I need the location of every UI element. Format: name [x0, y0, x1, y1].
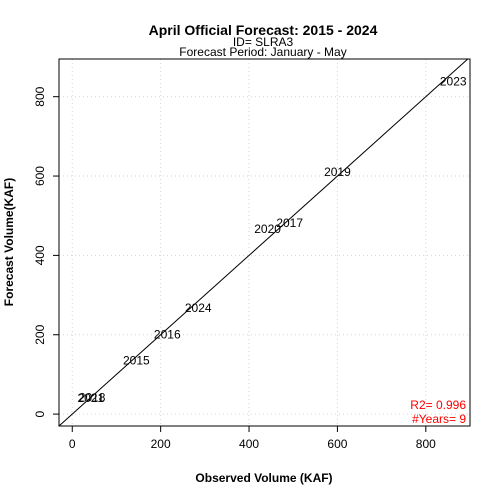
grid-lines [59, 59, 470, 426]
data-point-2018: 2018 [79, 390, 106, 404]
y-axis-title: Forecast Volume(KAF) [2, 178, 16, 306]
data-point-2021: 2021 [77, 391, 104, 405]
data-point-2017: 2017 [276, 216, 303, 230]
data-point-2015: 2015 [123, 354, 150, 368]
x-axis-ticks: 0 200 400 600 800 [69, 426, 436, 451]
data-point-2024: 2024 [185, 301, 212, 315]
chart-subtitle-period: Forecast Period: January - May [179, 45, 346, 59]
x-axis-title: Observed Volume (KAF) [195, 471, 332, 485]
data-point-2023: 2023 [440, 75, 467, 89]
y-tick-label: 0 [33, 410, 47, 417]
x-tick-label: 400 [239, 437, 259, 451]
r2-stat: R2= 0.996 [410, 398, 466, 412]
one-to-one-line [58, 58, 469, 427]
x-tick-label: 200 [151, 437, 171, 451]
x-tick-label: 800 [416, 437, 436, 451]
years-stat: #Years= 9 [412, 412, 466, 426]
y-axis-ticks: 0 200 400 600 800 [33, 86, 59, 417]
chart-title: April Official Forecast: 2015 - 2024 [149, 22, 378, 38]
data-point-2020: 2020 [254, 222, 281, 236]
x-tick-label: 600 [327, 437, 347, 451]
x-tick-label: 0 [69, 437, 76, 451]
plot-frame [58, 58, 471, 427]
y-tick-label: 800 [33, 86, 47, 106]
chart-subtitle-id: ID= SLRA3 [233, 35, 294, 49]
data-point-labels: 2015 2016 2017 2018 2019 2020 2021 2023 2024 [77, 75, 466, 406]
y-tick-label: 400 [33, 245, 47, 265]
data-point-2016: 2016 [154, 328, 181, 342]
y-tick-label: 600 [33, 166, 47, 186]
y-tick-label: 200 [33, 324, 47, 344]
data-point-2019: 2019 [324, 165, 351, 179]
